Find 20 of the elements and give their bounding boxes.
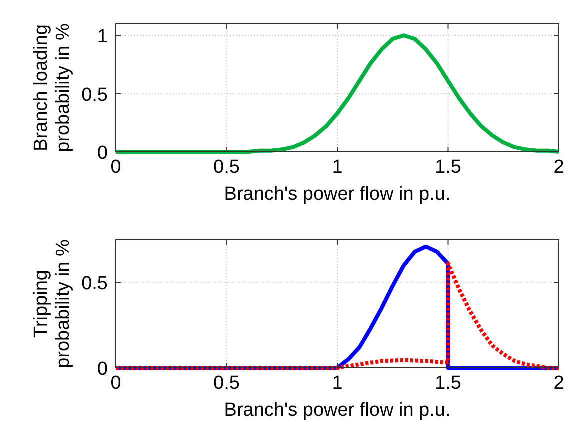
y-tick-label: 0.5 bbox=[82, 274, 108, 295]
y-tick-label: 0 bbox=[97, 359, 108, 380]
x-axis-title: Branch's power flow in p.u. bbox=[224, 184, 451, 205]
x-tick-label: 0 bbox=[110, 157, 122, 178]
x-tick-label: 0.5 bbox=[214, 373, 240, 394]
x-tick-label: 2 bbox=[554, 373, 564, 394]
x-tick-label: 1.5 bbox=[435, 373, 462, 394]
x-tick-label: 0 bbox=[110, 373, 122, 394]
y-tick-label: 0.5 bbox=[82, 84, 108, 106]
y-axis-title: Tripping probability in % bbox=[31, 239, 74, 368]
x-axis-title: Branch's power flow in p.u. bbox=[224, 400, 451, 421]
x-tick-label: 1.5 bbox=[435, 157, 462, 178]
x-tick-label: 2 bbox=[554, 157, 564, 178]
x-tick-label: 0.5 bbox=[214, 157, 240, 178]
y-tick-label: 0 bbox=[97, 143, 108, 164]
x-tick-label: 1 bbox=[332, 157, 343, 178]
line-series bbox=[114, 34, 561, 154]
y-tick-label: 1 bbox=[97, 26, 108, 48]
x-tick-label: 1 bbox=[332, 373, 343, 394]
y-axis-title: Branch loading probability in % bbox=[31, 23, 74, 152]
